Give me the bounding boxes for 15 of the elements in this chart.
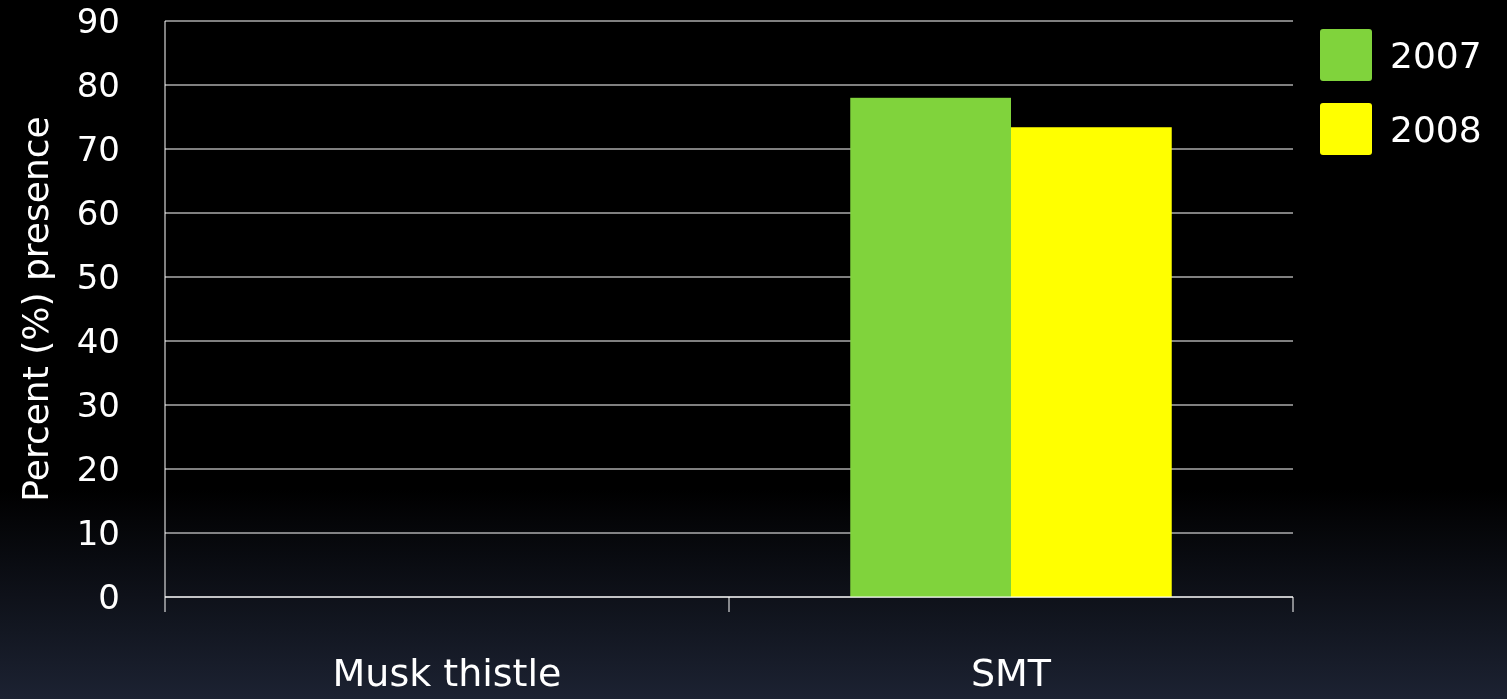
y-tick-label: 80 — [76, 64, 120, 105]
x-tick-label: Musk thistle — [332, 651, 562, 695]
y-tick-label: 10 — [76, 512, 120, 553]
y-axis-title: Percent (%) presence — [15, 116, 56, 502]
y-tick-label: 90 — [76, 0, 120, 41]
y-tick-label: 20 — [76, 448, 120, 489]
legend-label: 2007 — [1390, 34, 1482, 76]
y-tick-label: 30 — [76, 384, 120, 425]
y-tick-label: 40 — [76, 320, 120, 361]
y-tick-label: 0 — [98, 576, 120, 617]
legend-label: 2008 — [1390, 108, 1482, 150]
y-tick-label: 60 — [76, 192, 120, 233]
y-tick-label: 70 — [76, 128, 120, 169]
y-tick-label: 50 — [76, 256, 120, 297]
x-tick-label: SMT — [970, 651, 1052, 695]
